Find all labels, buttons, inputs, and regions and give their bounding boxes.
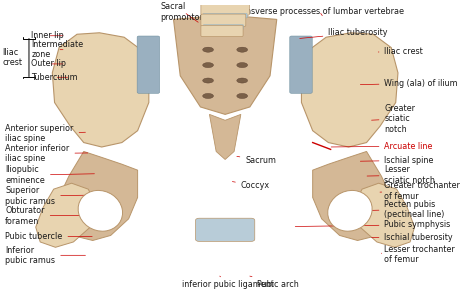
Text: Pubic tubercle: Pubic tubercle: [5, 232, 92, 241]
Ellipse shape: [203, 78, 213, 83]
Text: Transverse processes of lumbar vertebrae: Transverse processes of lumbar vertebrae: [234, 7, 404, 16]
Polygon shape: [59, 152, 138, 240]
Text: Intermediate
zone: Intermediate zone: [31, 40, 83, 59]
Text: Pubic arch: Pubic arch: [250, 276, 299, 289]
Text: Anterior superior
iliac spine: Anterior superior iliac spine: [5, 124, 86, 143]
Ellipse shape: [328, 191, 372, 231]
Text: Anterior inferior
iliac spine: Anterior inferior iliac spine: [5, 144, 88, 163]
Text: Tuberculum: Tuberculum: [31, 73, 78, 82]
Text: Ischial tuberosity: Ischial tuberosity: [372, 233, 453, 242]
Text: Pubic symphysis: Pubic symphysis: [295, 220, 451, 229]
Text: Arcuate line: Arcuate line: [331, 142, 433, 151]
Text: Wing (ala) of ilium: Wing (ala) of ilium: [360, 79, 458, 88]
Ellipse shape: [237, 47, 247, 52]
Text: Obturator
foramen: Obturator foramen: [5, 206, 95, 226]
FancyBboxPatch shape: [203, 14, 247, 18]
FancyBboxPatch shape: [290, 36, 312, 93]
Polygon shape: [174, 15, 277, 114]
Ellipse shape: [203, 63, 213, 68]
Text: Lesser
sciatic notch: Lesser sciatic notch: [367, 165, 435, 185]
Polygon shape: [53, 33, 149, 147]
FancyBboxPatch shape: [201, 25, 243, 37]
Text: Lesser trochanter
of femur: Lesser trochanter of femur: [381, 245, 455, 264]
Text: Greater trochanter
of femur: Greater trochanter of femur: [380, 181, 460, 201]
Text: Inferior
pubic ramus: Inferior pubic ramus: [5, 246, 86, 265]
Ellipse shape: [203, 93, 213, 98]
Text: Outer lip: Outer lip: [31, 59, 66, 69]
Text: Inner lip: Inner lip: [31, 31, 64, 40]
Ellipse shape: [78, 191, 123, 231]
Polygon shape: [301, 33, 398, 147]
Text: Greater
sciatic
notch: Greater sciatic notch: [372, 104, 415, 134]
Text: Iliac tuberosity: Iliac tuberosity: [300, 28, 388, 38]
Ellipse shape: [237, 63, 247, 68]
Text: Iliac
crest: Iliac crest: [2, 48, 22, 67]
FancyBboxPatch shape: [201, 14, 246, 27]
Text: Coccyx: Coccyx: [232, 181, 270, 190]
Polygon shape: [210, 114, 241, 159]
Text: Sacral
promontory: Sacral promontory: [160, 2, 208, 22]
Polygon shape: [35, 183, 97, 247]
Text: Superior
pubic ramus: Superior pubic ramus: [5, 186, 95, 206]
Text: inferior pubic ligament: inferior pubic ligament: [183, 276, 274, 289]
FancyBboxPatch shape: [195, 218, 255, 241]
Ellipse shape: [237, 93, 247, 98]
Text: Pecten pubis
(pectineal line): Pecten pubis (pectineal line): [356, 200, 445, 219]
Polygon shape: [353, 183, 414, 247]
Text: Iliopubic
eminence: Iliopubic eminence: [5, 165, 95, 185]
Text: Ischial spine: Ischial spine: [360, 156, 434, 165]
Ellipse shape: [237, 78, 247, 83]
Text: Iliac crest: Iliac crest: [378, 47, 423, 56]
FancyBboxPatch shape: [137, 36, 159, 93]
Polygon shape: [313, 152, 391, 240]
Ellipse shape: [203, 47, 213, 52]
FancyBboxPatch shape: [201, 2, 249, 15]
Text: Sacrum: Sacrum: [237, 156, 276, 165]
FancyBboxPatch shape: [203, 25, 244, 29]
